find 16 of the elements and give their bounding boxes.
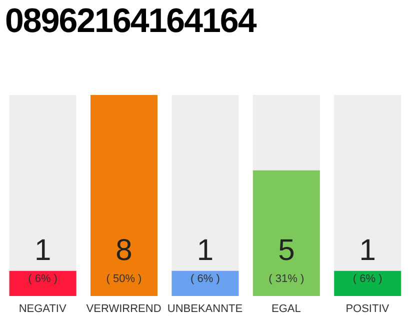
data-label: 1 xyxy=(196,234,214,267)
x-tick-label: EGAL xyxy=(272,302,301,315)
x-tick-label: UNBEKANNTE xyxy=(167,302,243,315)
x-tick-label: POSITIV xyxy=(346,302,390,315)
data-label: 1 xyxy=(34,234,52,267)
annotation: ( 6% ) xyxy=(28,273,58,285)
chart-title: 08962164164164 xyxy=(5,2,256,41)
annotation: ( 6% ) xyxy=(190,273,220,285)
x-tick-label: NEGATIV xyxy=(18,302,67,315)
annotation: ( 31% ) xyxy=(268,273,304,285)
data-label: 8 xyxy=(116,234,132,267)
x-tick-label: VERWIRREND xyxy=(86,302,162,315)
annotation: ( 50% ) xyxy=(106,273,142,285)
data-label: 1 xyxy=(359,234,376,267)
data-label: 5 xyxy=(278,234,295,267)
annotation: ( 6% ) xyxy=(352,273,382,285)
